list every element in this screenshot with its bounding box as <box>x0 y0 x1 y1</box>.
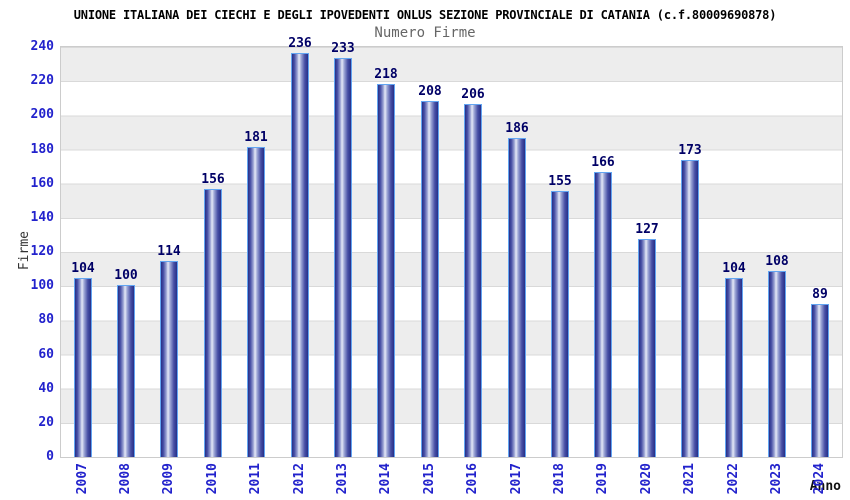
bar-value-label: 181 <box>244 130 268 145</box>
chart-title: UNIONE ITALIANA DEI CIECHI E DEGLI IPOVE… <box>73 8 777 22</box>
plot-area: 104 100 114 156 181 236 233 218 208 206 186 155 166 1… <box>60 36 843 458</box>
bar-value-label: 173 <box>678 143 702 158</box>
y-tick-label: 160 <box>30 176 54 191</box>
x-tick-label: 2023 <box>769 463 784 495</box>
bar-value-label: 206 <box>461 87 485 102</box>
bar-value-label: 236 <box>288 36 312 51</box>
bar-2007 <box>74 278 92 457</box>
bar-value-label: 233 <box>331 41 355 56</box>
x-tick-label: 2012 <box>292 463 307 495</box>
y-tick-label: 120 <box>30 244 54 259</box>
bar-value-label: 104 <box>71 261 95 276</box>
y-tick-label: 240 <box>30 39 54 54</box>
bar-2022 <box>725 278 743 457</box>
x-tick-label: 2020 <box>639 463 654 495</box>
y-tick-label: 60 <box>38 347 54 362</box>
bar-2009 <box>160 261 178 457</box>
bar-value-label: 155 <box>548 174 572 189</box>
x-tick-label: 2015 <box>422 463 437 495</box>
y-tick-label: 180 <box>30 142 54 157</box>
bar-2020 <box>638 239 656 457</box>
bar-2012 <box>291 53 309 457</box>
bar-2018 <box>551 191 569 457</box>
y-tick-label: 20 <box>38 415 54 430</box>
x-tick-label: 2018 <box>552 463 567 495</box>
y-tick-label: 100 <box>30 278 54 293</box>
bar-2014 <box>377 84 395 457</box>
chart-subtitle: Numero Firme <box>374 25 476 41</box>
bar-2015 <box>421 101 439 457</box>
bar-value-label: 104 <box>722 261 746 276</box>
bar-2016 <box>464 104 482 457</box>
bar-value-label: 127 <box>635 222 659 237</box>
x-tick-label: 2007 <box>75 463 90 495</box>
x-axis-title: Anno <box>809 479 841 494</box>
bar-2024 <box>811 304 829 457</box>
x-tick-label: 2008 <box>118 463 133 495</box>
x-tick-label: 2013 <box>335 463 350 495</box>
y-tick-label: 220 <box>30 73 54 88</box>
x-tick-label: 2014 <box>378 463 393 495</box>
bar-value-label: 89 <box>812 287 828 302</box>
y-tick-label: 80 <box>38 312 54 327</box>
bar-value-label: 100 <box>114 268 138 283</box>
x-tick-label: 2022 <box>726 463 741 495</box>
x-tick-label: 2016 <box>465 463 480 495</box>
y-tick-label: 40 <box>38 381 54 396</box>
bar-2021 <box>681 160 699 457</box>
x-tick-label: 2011 <box>248 463 263 495</box>
bar-2017 <box>508 138 526 457</box>
bar-2013 <box>334 58 352 457</box>
x-tick-label: 2021 <box>682 463 697 495</box>
bar-2011 <box>247 147 265 457</box>
y-tick-label: 140 <box>30 210 54 225</box>
bar-2019 <box>594 172 612 457</box>
bar-value-label: 156 <box>201 172 225 187</box>
y-tick-label: 200 <box>30 107 54 122</box>
x-tick-label: 2009 <box>161 463 176 495</box>
x-tick-label: 2024 <box>812 463 827 495</box>
bar-value-label: 108 <box>765 254 789 269</box>
y-tick-label: 0 <box>46 449 54 464</box>
bar-2023 <box>768 271 786 457</box>
bar-value-label: 186 <box>505 121 529 136</box>
x-tick-label: 2010 <box>205 463 220 495</box>
x-tick-label: 2019 <box>595 463 610 495</box>
bar-value-label: 218 <box>374 67 398 82</box>
bar-value-label: 166 <box>591 155 615 170</box>
x-tick-label: 2017 <box>509 463 524 495</box>
bar-value-label: 114 <box>157 244 181 259</box>
bar-value-label: 208 <box>418 84 442 99</box>
bar-2010 <box>204 189 222 457</box>
bar-2008 <box>117 285 135 457</box>
